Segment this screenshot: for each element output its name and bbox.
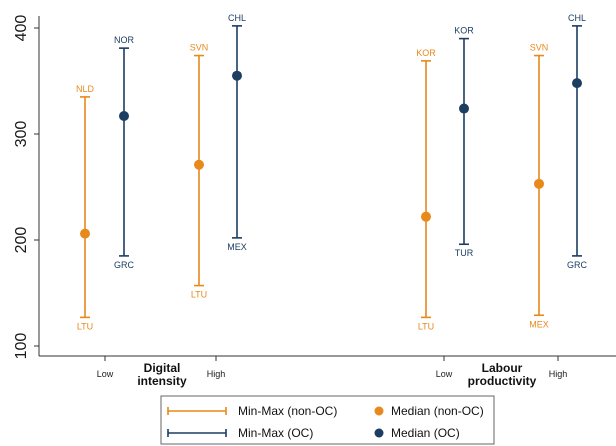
group-label: productivity [468,374,537,388]
range-item: SVN MEX [529,43,549,330]
category-label: Low [436,369,453,379]
y-tick-label: 200 [13,227,30,254]
max-label: KOR [454,26,474,36]
category-label: High [549,369,568,379]
legend-label: Min-Max (non-OC) [238,404,337,418]
legend-dot-swatch [374,406,384,416]
legend-entry: Min-Max (OC) [167,426,313,440]
min-label: LTU [418,321,434,331]
range-item: NOR GRC [114,35,135,270]
category-label: Low [97,369,114,379]
group-label: Digital [144,361,181,375]
max-label: NOR [114,35,135,45]
legend-box [160,395,495,445]
legend-entry: Median (non-OC) [374,404,484,418]
median-dot [232,70,242,81]
y-tick-label: 100 [13,333,30,360]
min-label: GRC [567,260,588,270]
median-dot [80,228,90,239]
median-dot [194,159,204,170]
y-tick-label: 300 [13,121,30,148]
max-label: CHL [228,13,246,23]
legend-dot-swatch [374,428,384,438]
median-dot [421,211,431,222]
legend-label: Min-Max (OC) [238,426,313,440]
range-item: CHL GRC [567,13,588,270]
median-dot [459,103,469,114]
range-item: CHL MEX [227,13,247,252]
max-label: NLD [76,84,95,94]
min-label: GRC [114,260,135,270]
group-label: intensity [137,374,187,388]
median-dot [534,178,544,189]
median-dot [572,78,582,89]
group-label: Labour [482,361,523,375]
max-label: CHL [568,13,586,23]
min-label: MEX [529,319,549,329]
min-label: LTU [191,290,207,300]
max-label: KOR [416,48,436,58]
median-dot [119,110,129,121]
legend-entry: Median (OC) [374,426,460,440]
max-label: SVN [530,43,549,53]
range-item: KOR LTU [416,48,436,332]
legend-label: Median (non-OC) [391,404,484,418]
category-label: High [207,369,226,379]
min-label: LTU [77,321,93,331]
min-label: MEX [227,242,247,252]
range-item: KOR TUR [454,26,474,259]
chart-marks: NLD LTU NOR GRC SVN LTU CHL MEX KOR LTU KOR TUR SVN M… [76,13,588,332]
y-tick-label: 400 [13,15,30,42]
min-label: TUR [455,248,474,258]
max-label: SVN [190,43,209,53]
legend: Min-Max (non-OC) Median (non-OC) Min-Max (… [160,395,495,445]
legend-label: Median (OC) [391,426,460,440]
legend-entry: Min-Max (non-OC) [167,404,337,418]
range-item: SVN LTU [190,43,209,300]
range-item: NLD LTU [76,84,95,331]
